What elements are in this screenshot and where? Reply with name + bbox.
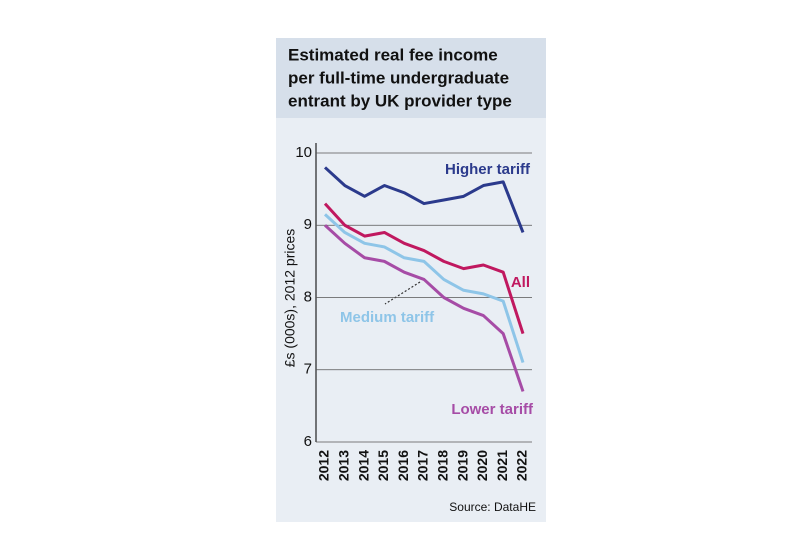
series-line — [323, 224, 525, 392]
title-band — [276, 38, 546, 118]
panel — [276, 38, 546, 522]
y-tick-label: 7 — [304, 361, 312, 378]
series-line — [323, 213, 525, 363]
series-label: Lower tariff — [451, 401, 534, 418]
source: Source: DataHE — [449, 500, 536, 514]
y-tick-label: 10 — [295, 144, 312, 161]
chart-title: per full-time undergraduate — [288, 68, 509, 87]
y-tick-label: 6 — [304, 433, 312, 450]
y-axis-label: £s (000s), 2012 prices — [282, 229, 298, 368]
chart-title: entrant by UK provider type — [288, 91, 512, 110]
x-tick-label: 2012 — [316, 450, 332, 481]
x-tick-label: 2019 — [454, 450, 470, 481]
x-tick-label: 2015 — [375, 450, 391, 481]
series-label: Medium tariff — [340, 309, 435, 326]
series-line — [323, 166, 525, 234]
series-line — [323, 202, 525, 335]
x-tick-label: 2020 — [474, 450, 490, 481]
chart-title: Estimated real fee income — [288, 45, 498, 64]
x-tick-label: 2017 — [415, 450, 431, 481]
leader-line — [384, 281, 421, 305]
x-tick-label: 2013 — [336, 450, 352, 481]
x-tick-label: 2014 — [355, 450, 371, 481]
y-tick-label: 8 — [304, 288, 312, 305]
x-tick-label: 2016 — [395, 450, 411, 481]
x-tick-label: 2018 — [435, 450, 451, 481]
x-tick-label: 2022 — [514, 450, 530, 481]
x-tick-label: 2021 — [494, 450, 510, 481]
y-tick-label: 9 — [304, 216, 312, 233]
series-label: Higher tariff — [445, 161, 531, 178]
series-label: All — [511, 274, 530, 291]
